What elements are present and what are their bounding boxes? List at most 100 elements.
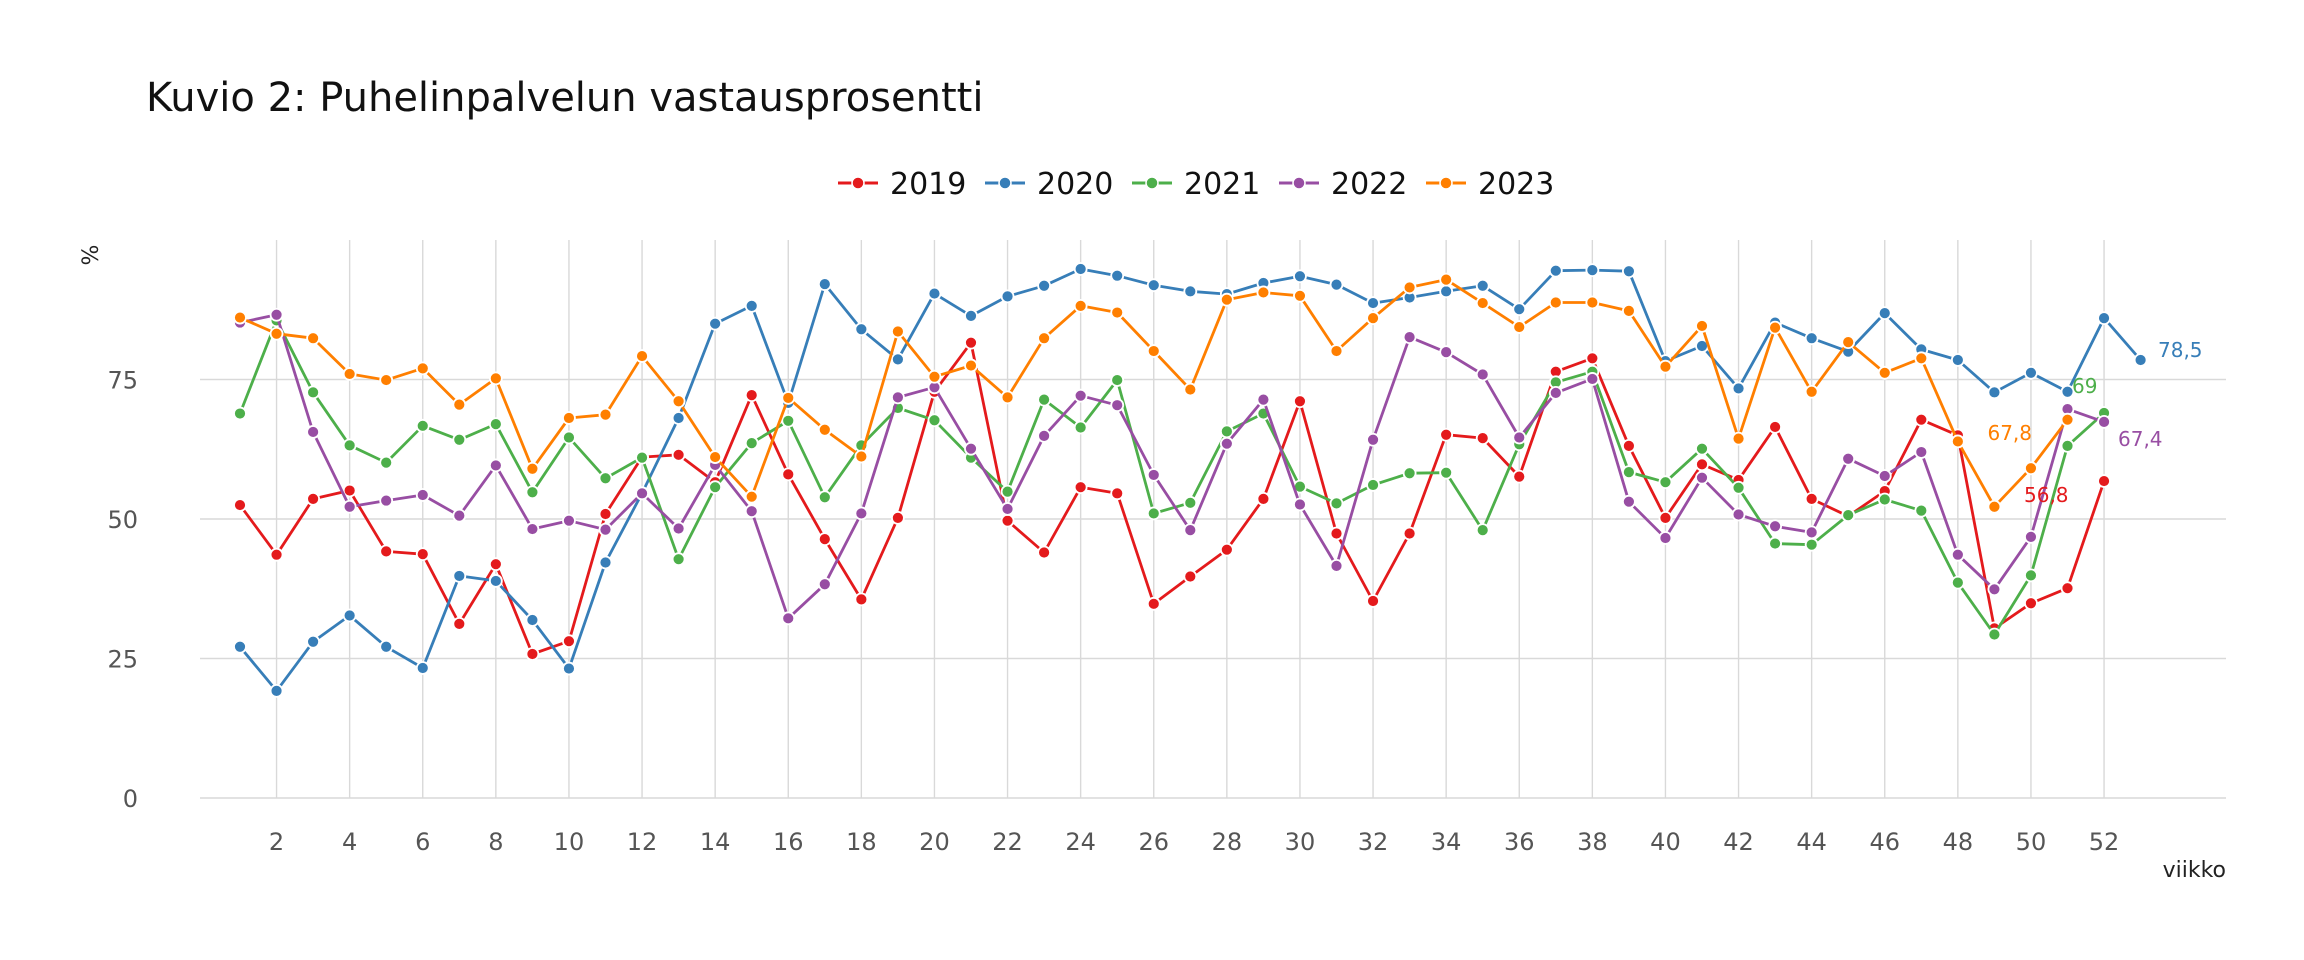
data-point	[744, 388, 759, 403]
data-point	[781, 467, 796, 482]
data-point	[1987, 627, 2002, 642]
data-point	[781, 413, 796, 428]
data-point	[1073, 480, 1088, 495]
data-point	[635, 450, 649, 465]
data-point	[269, 326, 284, 341]
x-tick-label: 46	[1869, 828, 1900, 856]
data-point	[452, 617, 467, 631]
data-point	[1585, 295, 1600, 310]
data-point	[1695, 470, 1709, 485]
data-point	[781, 391, 796, 405]
data-point	[1439, 272, 1454, 287]
data-point	[1475, 431, 1490, 445]
series-2023	[233, 272, 2075, 514]
data-point	[1585, 372, 1600, 386]
data-point	[342, 483, 357, 498]
data-point	[1841, 335, 1856, 350]
data-point	[1439, 284, 1454, 299]
data-point	[1146, 344, 1161, 358]
data-point	[744, 489, 759, 504]
data-point	[1183, 382, 1198, 397]
legend-item: 2021	[1132, 167, 1260, 202]
data-point	[452, 432, 467, 447]
legend-label: 2020	[1037, 167, 1113, 202]
legend-swatch-marker	[1145, 176, 1159, 190]
legend-item: 2020	[985, 167, 1113, 202]
data-point	[306, 331, 321, 346]
data-point	[1841, 508, 1856, 522]
data-point	[708, 450, 723, 464]
data-point	[1877, 365, 1892, 380]
data-point	[1073, 262, 1088, 276]
data-point	[1804, 331, 1819, 346]
data-point	[1037, 545, 1051, 560]
data-point	[1110, 373, 1125, 387]
data-point	[1622, 303, 1636, 318]
data-point	[562, 661, 576, 676]
data-point	[927, 413, 942, 428]
data-point	[1256, 392, 1271, 407]
data-point	[1329, 558, 1344, 573]
x-tick-label: 40	[1650, 828, 1681, 856]
data-point	[2060, 581, 2075, 596]
data-point	[1987, 385, 2002, 400]
data-point	[1000, 513, 1015, 528]
data-point	[525, 647, 540, 661]
data-point	[1037, 428, 1051, 443]
data-point	[1475, 367, 1490, 382]
data-point	[1073, 388, 1088, 403]
data-point	[1146, 506, 1161, 521]
end-label-2021: 69	[2072, 374, 2097, 398]
data-point	[854, 322, 869, 337]
y-tick-label: 50	[107, 506, 138, 534]
data-point	[488, 557, 503, 572]
data-point	[1804, 492, 1819, 506]
data-point	[1475, 278, 1490, 293]
series-2020	[233, 262, 2148, 698]
x-tick-label: 20	[919, 828, 950, 856]
data-point	[1877, 469, 1892, 483]
data-point	[1512, 430, 1527, 445]
data-point	[744, 504, 759, 519]
y-axis-label: %	[79, 245, 104, 266]
data-point	[2097, 311, 2111, 326]
data-point	[1731, 431, 1746, 446]
data-point	[1695, 441, 1709, 456]
data-point	[927, 369, 942, 384]
data-point	[1914, 445, 1929, 459]
legend-swatch-marker	[1292, 176, 1306, 190]
data-point	[1037, 278, 1051, 293]
data-point	[1804, 384, 1819, 399]
series-line	[238, 341, 2106, 656]
data-point	[342, 367, 357, 381]
data-point	[525, 461, 540, 476]
data-point	[1658, 475, 1673, 490]
data-point	[2024, 568, 2038, 583]
data-point	[1914, 412, 1929, 427]
data-point	[269, 547, 284, 562]
data-point	[233, 498, 247, 512]
data-point	[1329, 277, 1344, 292]
data-point	[708, 316, 723, 331]
data-point	[1439, 465, 1454, 480]
data-point	[1293, 497, 1307, 512]
x-tick-label: 34	[1431, 828, 1462, 856]
data-point	[708, 480, 723, 495]
data-point	[379, 493, 394, 508]
legend-label: 2022	[1331, 167, 1407, 202]
data-point	[1219, 542, 1234, 557]
data-point	[671, 447, 686, 462]
data-point	[1110, 268, 1125, 283]
data-point	[342, 499, 357, 514]
data-point	[1366, 478, 1380, 492]
data-point	[964, 308, 978, 323]
data-point	[562, 411, 576, 425]
data-point	[1293, 269, 1307, 284]
data-point	[269, 307, 284, 322]
data-point	[1110, 486, 1125, 501]
data-point	[1183, 495, 1198, 510]
legend-label: 2021	[1184, 167, 1260, 202]
end-label-2022: 67,4	[2118, 427, 2163, 451]
data-point	[1293, 394, 1307, 409]
